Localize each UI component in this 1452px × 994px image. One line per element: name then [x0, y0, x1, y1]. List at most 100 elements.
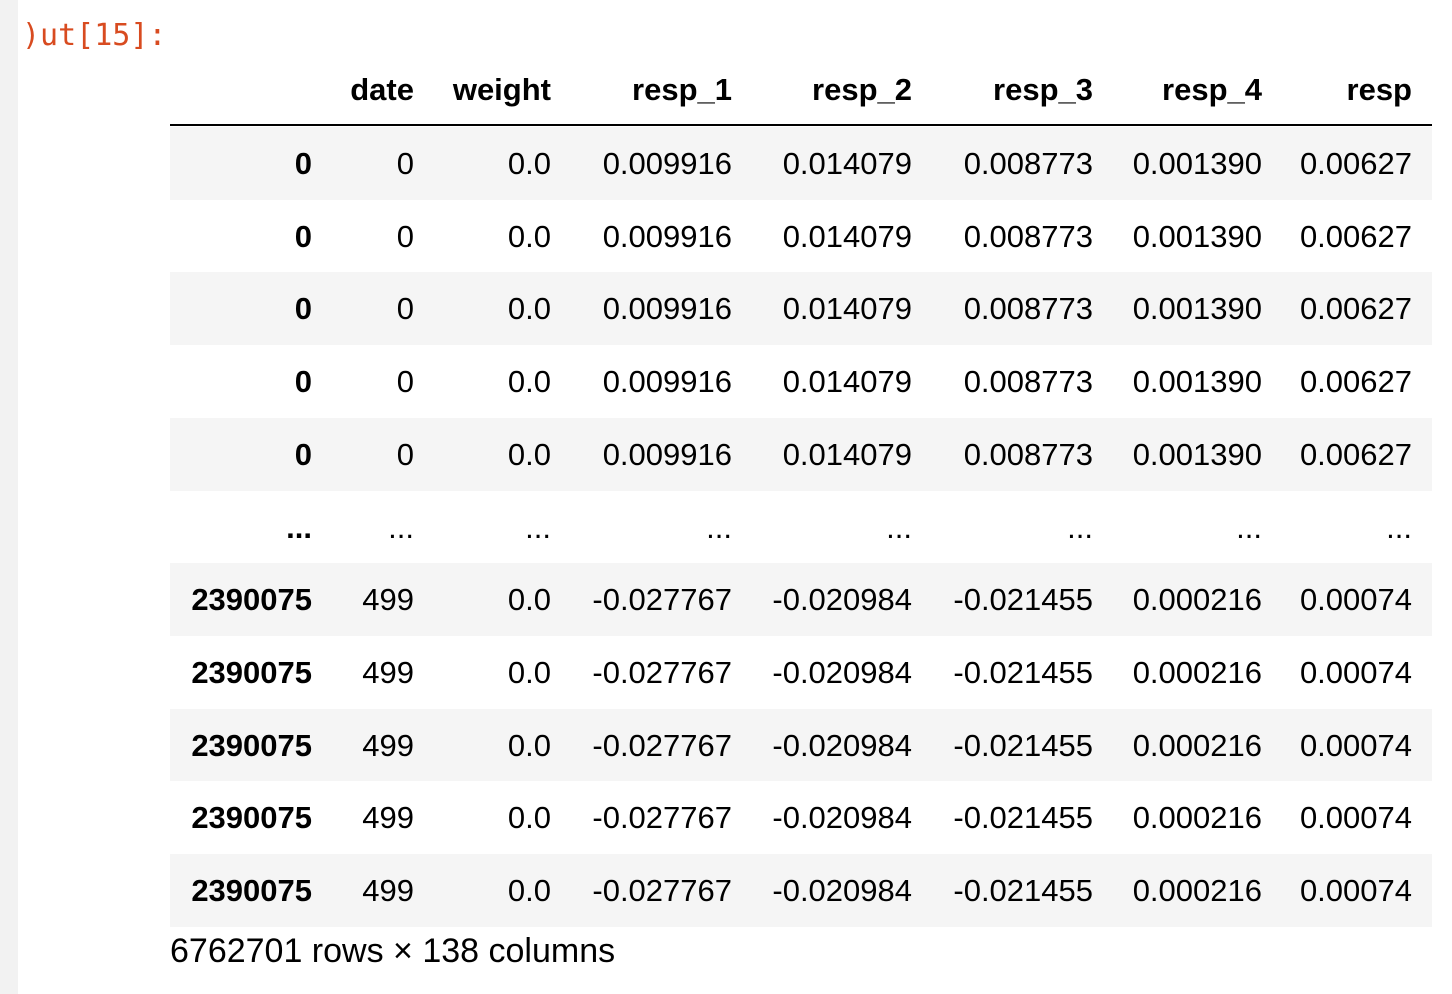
table-cell: -0.021455: [953, 582, 1093, 618]
table-row: 0 0 0.0 0.009916 0.014079 0.008773 0.001390 0.0…: [170, 199, 1432, 273]
table-footer: 6762701 rows × 138 columns: [170, 932, 616, 970]
table-cell: -0.020984: [772, 873, 912, 908]
column-header: resp_1: [632, 72, 732, 107]
row-index: 2390075: [191, 800, 312, 836]
table-cell: 0.0: [507, 364, 551, 400]
table-row: ........................: [170, 490, 1432, 564]
table-cell: 0.009916: [602, 218, 732, 254]
column-header: resp_4: [1162, 72, 1262, 107]
table-cell: 0.000216: [1132, 800, 1262, 836]
table-row: 0 0 0.0 0.009916 0.014079 0.008773 0.001390 0.0…: [170, 345, 1432, 419]
table-cell: 0.009916: [602, 364, 732, 400]
table-cell: 0.001390: [1132, 436, 1262, 472]
row-index: 0: [294, 218, 312, 254]
table-cell: -0.027767: [592, 727, 732, 763]
table-cell: -0.021455: [953, 873, 1093, 908]
table-row: 0 0 0.0 0.009916 0.014079 0.008773 0.001390 0.0…: [170, 272, 1432, 346]
row-index: 2390075: [191, 727, 312, 763]
table-cell: 0: [396, 146, 414, 181]
table-cell: -0.027767: [592, 654, 732, 690]
table-cell: 499: [362, 800, 414, 836]
table-cell: 0.014079: [782, 436, 912, 472]
table-cell: 0.001390: [1132, 146, 1262, 181]
table-cell: ...: [1067, 509, 1093, 545]
row-index: ...: [286, 509, 312, 545]
table-cell: 0.009916: [602, 291, 732, 327]
table-cell: 0.0: [507, 146, 551, 181]
row-index: 2390075: [191, 654, 312, 690]
table-cell: 0.001390: [1132, 364, 1262, 400]
table-row: 2390075 499 0.0 -0.027767 -0.020984 -0.021455…: [170, 854, 1432, 927]
table-cell: 0.014079: [782, 364, 912, 400]
table-cell: 0.008773: [963, 364, 1093, 400]
table-cell: 0.0: [507, 436, 551, 472]
table-cell: 0: [396, 218, 414, 254]
table-cell: -0.021455: [953, 727, 1093, 763]
table-cell: 0.00627: [1299, 436, 1412, 472]
table-cell: -0.027767: [592, 873, 732, 908]
table-cell: 0.001390: [1132, 291, 1262, 327]
table-cell: 0.000216: [1132, 727, 1262, 763]
row-index: 0: [294, 364, 312, 400]
table-cell: 0.00627: [1299, 146, 1412, 181]
table-cell: 0.0: [507, 727, 551, 763]
table-row: 0 0 0.0 0.009916 0.014079 0.008773 0.001390 0.0…: [170, 127, 1432, 200]
table-cell: 0.000216: [1132, 654, 1262, 690]
table-cell: 0.0: [507, 654, 551, 690]
table-cell: 0.00074: [1299, 582, 1412, 618]
table-cell: ...: [388, 509, 414, 545]
column-header: resp: [1346, 72, 1412, 107]
table-cell: 0.0: [507, 291, 551, 327]
table-cell: 0.000216: [1132, 873, 1262, 908]
dataframe-table: date weight resp_1 resp_2 resp_3 resp_4 resp 0 0…: [170, 0, 1432, 994]
table-row: 2390075 499 0.0 -0.027767 -0.020984 -0.021455…: [170, 635, 1432, 709]
table-cell: 0: [396, 291, 414, 327]
column-header: date: [350, 72, 414, 107]
table-row: 2390075 499 0.0 -0.027767 -0.020984 -0.021455…: [170, 563, 1432, 637]
row-index: 2390075: [191, 582, 312, 618]
table-cell: 0.008773: [963, 436, 1093, 472]
table-cell: 0.008773: [963, 291, 1093, 327]
table-cell: ...: [706, 509, 732, 545]
table-cell: ...: [525, 509, 551, 545]
table-cell: 0.0: [507, 873, 551, 908]
row-index: 0: [294, 291, 312, 327]
column-header: weight: [452, 72, 551, 107]
table-cell: -0.020984: [772, 654, 912, 690]
table-cell: 0.0: [507, 582, 551, 618]
row-index: 0: [294, 436, 312, 472]
table-cell: 0.0: [507, 218, 551, 254]
table-cell: 0.00074: [1299, 654, 1412, 690]
table-cell: 0.00627: [1299, 364, 1412, 400]
table-cell: 499: [362, 873, 414, 908]
gutter: [0, 0, 18, 994]
table-cell: 0.014079: [782, 218, 912, 254]
table-cell: -0.021455: [953, 654, 1093, 690]
column-header: resp_2: [812, 72, 912, 107]
table-row: 2390075 499 0.0 -0.027767 -0.020984 -0.021455…: [170, 708, 1432, 782]
output-prompt: )ut[15]:: [22, 18, 167, 53]
table-cell: 0.00074: [1299, 873, 1412, 908]
table-cell: -0.021455: [953, 800, 1093, 836]
table-cell: 0.009916: [602, 146, 732, 181]
table-cell: 0.008773: [963, 146, 1093, 181]
table-cell: -0.020984: [772, 582, 912, 618]
table-cell: 499: [362, 654, 414, 690]
table-cell: 499: [362, 582, 414, 618]
table-cell: 0.009916: [602, 436, 732, 472]
table-cell: 0.000216: [1132, 582, 1262, 618]
table-cell: 0.014079: [782, 146, 912, 181]
table-row: 2390075 499 0.0 -0.027767 -0.020984 -0.021455…: [170, 781, 1432, 855]
table-cell: 0: [396, 364, 414, 400]
table-cell: ...: [1386, 509, 1412, 545]
table-cell: 499: [362, 727, 414, 763]
table-cell: ...: [886, 509, 912, 545]
table-cell: ...: [1236, 509, 1262, 545]
table-cell: 0.00074: [1299, 727, 1412, 763]
table-cell: 0.00627: [1299, 291, 1412, 327]
table-cell: -0.027767: [592, 800, 732, 836]
table-cell: -0.020984: [772, 800, 912, 836]
table-cell: 0.001390: [1132, 218, 1262, 254]
column-header: resp_3: [993, 72, 1093, 107]
